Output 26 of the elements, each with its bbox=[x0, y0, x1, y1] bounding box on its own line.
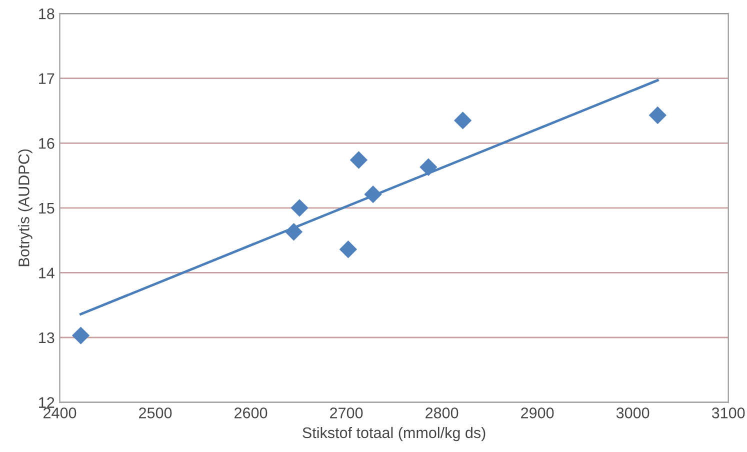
x-tick-label: 2900 bbox=[521, 408, 554, 418]
x-tick-label: 2600 bbox=[234, 408, 268, 418]
point bbox=[290, 199, 308, 216]
y-tick-label: 12 bbox=[39, 397, 54, 408]
point bbox=[72, 327, 90, 344]
point bbox=[364, 186, 382, 203]
y-tick-label: 16 bbox=[39, 138, 54, 149]
point bbox=[350, 151, 368, 169]
point bbox=[420, 158, 437, 176]
x-tick-label: 2500 bbox=[139, 408, 172, 418]
y-tick-label: 15 bbox=[39, 202, 54, 214]
x-tick-label: 3000 bbox=[616, 408, 650, 418]
point bbox=[340, 240, 357, 258]
x-tick-label: 2700 bbox=[330, 408, 363, 418]
x-axis-title: Stikstof totaal (mmol/kg ds) bbox=[302, 426, 486, 442]
point bbox=[649, 106, 666, 124]
x-tick-label: 2800 bbox=[426, 408, 458, 418]
x-tick-label: 2400 bbox=[44, 408, 76, 418]
y-axis-title: Botrytis (AUDPC) bbox=[18, 149, 32, 266]
y-tick-label: 17 bbox=[39, 73, 54, 84]
point bbox=[454, 112, 472, 130]
y-tick-label: 14 bbox=[39, 268, 54, 278]
x-tick-label: 3100 bbox=[712, 408, 745, 418]
point bbox=[285, 223, 302, 240]
y-tick-label: 13 bbox=[39, 332, 54, 344]
y-tick-label: 18 bbox=[39, 8, 54, 20]
